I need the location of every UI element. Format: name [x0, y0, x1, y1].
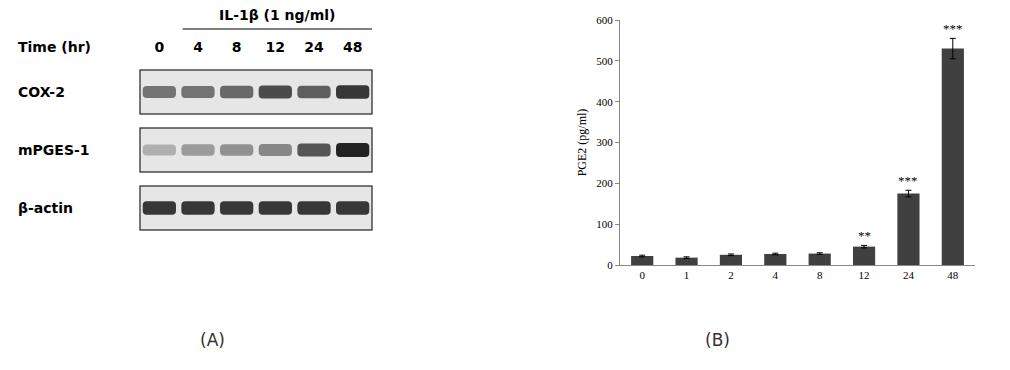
svg-text:8: 8: [817, 269, 823, 281]
svg-text:0: 0: [154, 39, 164, 55]
svg-text:0: 0: [607, 259, 613, 271]
html-text:(A): (A): [200, 330, 225, 350]
svg-text:600: 600: [596, 14, 613, 26]
svg-text:Time (hr): Time (hr): [18, 39, 91, 55]
svg-text:24: 24: [903, 269, 915, 281]
svg-text:***: ***: [898, 173, 918, 188]
svg-text:300: 300: [596, 136, 613, 148]
svg-text:COX-2: COX-2: [18, 84, 65, 100]
svg-text:8: 8: [232, 39, 242, 55]
svg-text:4: 4: [773, 269, 779, 281]
svg-text:200: 200: [596, 177, 613, 189]
svg-text:IL-1β (1 ng/ml): IL-1β (1 ng/ml): [219, 7, 335, 23]
svg-text:**: **: [858, 228, 871, 243]
svg-text:mPGES-1: mPGES-1: [18, 142, 90, 158]
svg-text:***: ***: [943, 21, 963, 36]
svg-text:4: 4: [193, 39, 203, 55]
svg-text:β-actin: β-actin: [18, 200, 73, 216]
svg-text:2: 2: [728, 269, 734, 281]
svg-text:12: 12: [266, 39, 285, 55]
svg-text:12: 12: [859, 269, 870, 281]
svg-text:PGE2 (pg/ml): PGE2 (pg/ml): [575, 109, 589, 177]
svg-text:100: 100: [596, 218, 613, 230]
svg-text:400: 400: [596, 96, 613, 108]
svg-text:0: 0: [639, 269, 645, 281]
html-text:(B): (B): [705, 330, 730, 350]
svg-text:1: 1: [684, 269, 690, 281]
svg-text:24: 24: [304, 39, 324, 55]
svg-text:48: 48: [947, 269, 959, 281]
svg-text:500: 500: [596, 55, 613, 67]
svg-text:48: 48: [343, 39, 362, 55]
